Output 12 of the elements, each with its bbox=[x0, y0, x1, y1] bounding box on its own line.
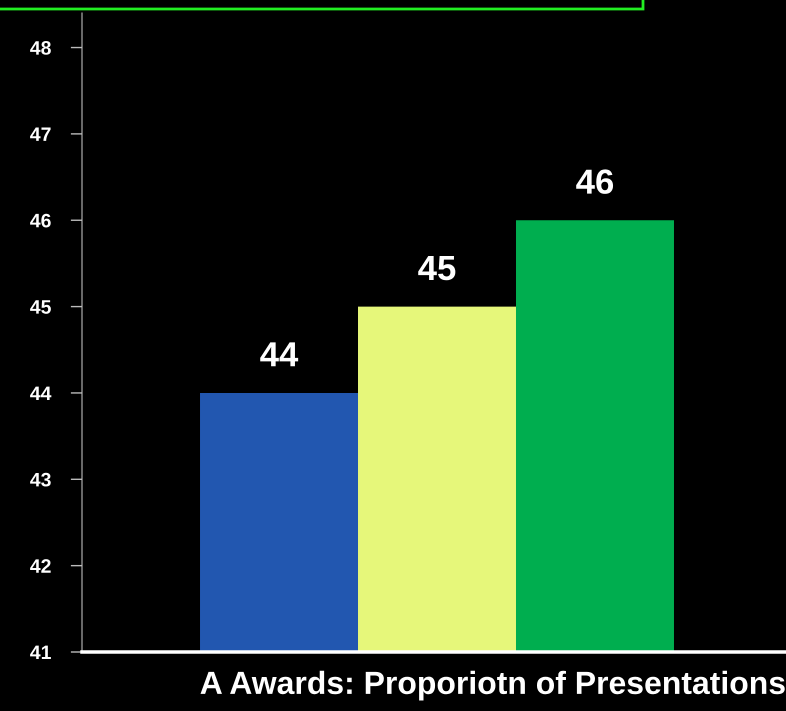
y-tick-label: 42 bbox=[30, 559, 51, 573]
data-label: 45 bbox=[418, 256, 456, 280]
data-label: 44 bbox=[260, 342, 298, 366]
data-label: 46 bbox=[576, 169, 614, 194]
y-tick-label: 44 bbox=[30, 386, 52, 400]
y-tick-label: 43 bbox=[30, 472, 51, 487]
y-tick-label: 48 bbox=[30, 41, 51, 55]
y-tick-label: 45 bbox=[30, 300, 51, 314]
y-tick-label: 47 bbox=[30, 128, 51, 141]
x-axis-title: A Awards: Proporiotn of Presentations bbox=[200, 670, 785, 701]
y-tick-label: 41 bbox=[30, 646, 51, 660]
y-tick-label: 46 bbox=[30, 214, 51, 228]
